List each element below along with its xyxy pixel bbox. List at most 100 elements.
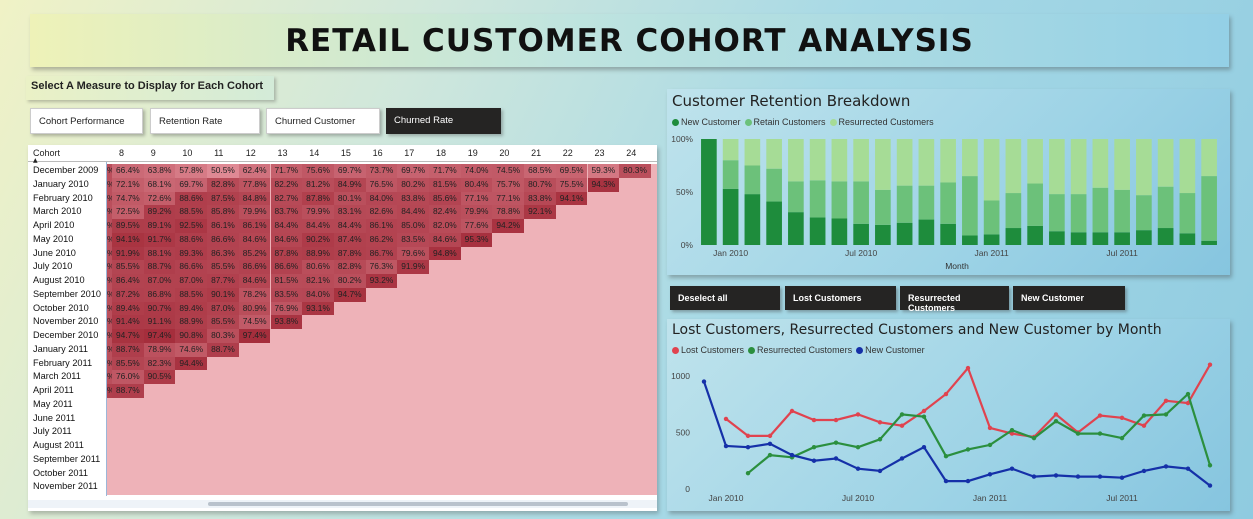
line-point-new-customer[interactable] <box>987 472 993 477</box>
period-header-18[interactable]: 18 <box>436 148 447 158</box>
line-point-lost-customers[interactable] <box>1119 415 1125 420</box>
line-point-new-customer[interactable] <box>745 444 751 450</box>
bar-segment-retain-customers[interactable] <box>744 165 761 195</box>
heat-cell[interactable]: 83.1% <box>333 205 366 219</box>
bar-segment-resurrected-customers[interactable] <box>1157 139 1174 187</box>
bar-segment-resurrected-customers[interactable] <box>809 139 826 181</box>
heat-cell[interactable]: 82.0% <box>429 219 461 233</box>
period-header-10[interactable]: 10 <box>182 148 193 158</box>
heat-cell[interactable]: 88.7% <box>112 384 144 398</box>
heat-cell[interactable]: 84.6% <box>270 232 303 247</box>
bar-segment-retain-customers[interactable] <box>1092 187 1109 233</box>
bar-segment-retain-customers[interactable] <box>809 180 826 218</box>
heat-cell[interactable]: 86.7% <box>365 246 398 261</box>
heat-cell[interactable]: 81.5% <box>429 177 461 192</box>
heat-cell[interactable]: 87.4% <box>333 232 366 247</box>
heat-cell-fragment[interactable]: % <box>107 274 112 288</box>
heat-cell[interactable]: 77.8% <box>238 177 271 192</box>
heat-cell[interactable]: 78.2% <box>238 287 271 302</box>
heat-cell[interactable]: 84.0% <box>302 287 334 302</box>
heat-cell[interactable]: 85.5% <box>112 260 144 274</box>
bar-segment-resurrected-customers[interactable] <box>1027 139 1043 184</box>
heat-cell[interactable]: 90.7% <box>143 301 176 316</box>
line-point-new-customer[interactable] <box>789 452 795 458</box>
heat-cell[interactable]: 84.9% <box>333 177 366 192</box>
line-point-resurrected-customers[interactable] <box>921 414 927 419</box>
line-point-lost-customers[interactable] <box>921 408 927 414</box>
heat-cell-fragment[interactable]: % <box>107 177 112 192</box>
line-point-new-customer[interactable] <box>833 456 839 461</box>
bar-segment-resurrected-customers[interactable] <box>1049 139 1065 195</box>
line-point-new-customer[interactable] <box>1163 464 1169 469</box>
period-header-15[interactable]: 15 <box>340 148 351 158</box>
bar-segment-resurrected-customers[interactable] <box>940 139 956 183</box>
filter-button-new-customer[interactable]: New Customer <box>1013 286 1125 310</box>
heat-cell[interactable]: 69.7% <box>397 164 429 178</box>
heat-cell-fragment[interactable]: % <box>107 356 112 371</box>
heat-cell[interactable]: 83.5% <box>397 232 429 247</box>
heat-cell[interactable]: 69.7% <box>333 164 366 178</box>
line-point-lost-customers[interactable] <box>723 416 729 422</box>
bar-segment-resurrected-customers[interactable] <box>1136 139 1152 196</box>
bar-segment-resurrected-customers[interactable] <box>962 139 978 177</box>
heat-cell[interactable]: 71.7% <box>270 164 303 178</box>
legend-item-new-customer[interactable]: New Customer <box>856 345 925 355</box>
line-point-new-customer[interactable] <box>1141 468 1147 474</box>
bar-segment-new-customer[interactable] <box>1179 233 1196 245</box>
heat-cell-fragment[interactable]: % <box>107 329 112 343</box>
heat-cell[interactable]: 84.8% <box>238 191 271 206</box>
bar-segment-resurrected-customers[interactable] <box>1005 139 1022 194</box>
heat-cell[interactable]: 89.4% <box>175 301 208 316</box>
heat-cell[interactable]: 80.9% <box>238 301 271 316</box>
bar-segment-new-customer[interactable] <box>1201 240 1217 245</box>
line-point-new-customer[interactable] <box>1031 474 1037 479</box>
bar-segment-new-customer[interactable] <box>1092 232 1109 245</box>
heat-cell[interactable]: 86.1% <box>207 219 239 233</box>
period-header-16[interactable]: 16 <box>372 148 383 158</box>
legend-item-lost-customers[interactable]: Lost Customers <box>672 345 744 355</box>
heat-cell[interactable]: 59.3% <box>587 164 620 178</box>
heat-cell[interactable]: 76.5% <box>365 177 398 192</box>
heat-cell[interactable]: 50.5% <box>207 164 239 178</box>
bar-segment-new-customer[interactable] <box>875 224 891 245</box>
bar-segment-retain-customers[interactable] <box>1027 183 1043 226</box>
heat-cell[interactable]: 92.5% <box>175 219 208 233</box>
heat-cell[interactable]: 87.5% <box>207 191 239 206</box>
heat-cell[interactable]: 87.0% <box>175 274 208 288</box>
line-point-lost-customers[interactable] <box>965 365 971 371</box>
horizontal-scrollbar[interactable] <box>28 500 657 508</box>
line-point-new-customer[interactable] <box>723 443 729 449</box>
heat-cell[interactable]: 89.1% <box>143 219 176 233</box>
bar-segment-resurrected-customers[interactable] <box>896 139 913 186</box>
heat-cell[interactable]: 80.2% <box>333 274 366 288</box>
legend-item-retain-customers[interactable]: Retain Customers <box>744 117 826 127</box>
line-point-lost-customers[interactable] <box>899 423 905 428</box>
heat-cell[interactable]: 82.6% <box>365 205 398 219</box>
heat-cell[interactable]: 85.5% <box>207 315 239 329</box>
legend-item-resurrected-customers[interactable]: Resurrected Customers <box>829 117 934 127</box>
line-point-lost-customers[interactable] <box>1097 413 1103 418</box>
line-point-resurrected-customers[interactable] <box>833 440 839 445</box>
period-header-8[interactable]: 8 <box>119 148 125 158</box>
bar-segment-retain-customers[interactable] <box>788 181 804 213</box>
heat-cell[interactable]: 82.7% <box>270 191 303 206</box>
heat-cell[interactable]: 71.7% <box>429 164 461 178</box>
heat-cell[interactable]: 88.5% <box>175 205 208 219</box>
heat-cell[interactable]: 88.9% <box>302 246 334 261</box>
line-point-lost-customers[interactable] <box>1185 400 1191 406</box>
heat-cell[interactable]: 88.5% <box>175 287 208 302</box>
measure-button-cohort-performance[interactable]: Cohort Performance <box>30 108 143 134</box>
heat-cell[interactable]: 94.7% <box>333 287 366 302</box>
bar-segment-retain-customers[interactable] <box>831 181 848 219</box>
heat-cell[interactable]: 80.3% <box>207 329 239 343</box>
heat-cell[interactable]: 84.6% <box>238 274 271 288</box>
heat-cell-fragment[interactable]: % <box>107 384 112 398</box>
line-point-new-customer[interactable] <box>1207 483 1213 488</box>
line-point-lost-customers[interactable] <box>1053 412 1059 417</box>
heat-cell[interactable]: 92.1% <box>524 205 556 219</box>
bar-segment-retain-customers[interactable] <box>1136 195 1152 231</box>
heat-cell[interactable]: 75.5% <box>555 177 588 192</box>
bar-segment-new-customer[interactable] <box>1005 228 1022 245</box>
heat-cell[interactable]: 94.4% <box>175 356 208 371</box>
heat-cell[interactable]: 76.0% <box>112 370 144 384</box>
